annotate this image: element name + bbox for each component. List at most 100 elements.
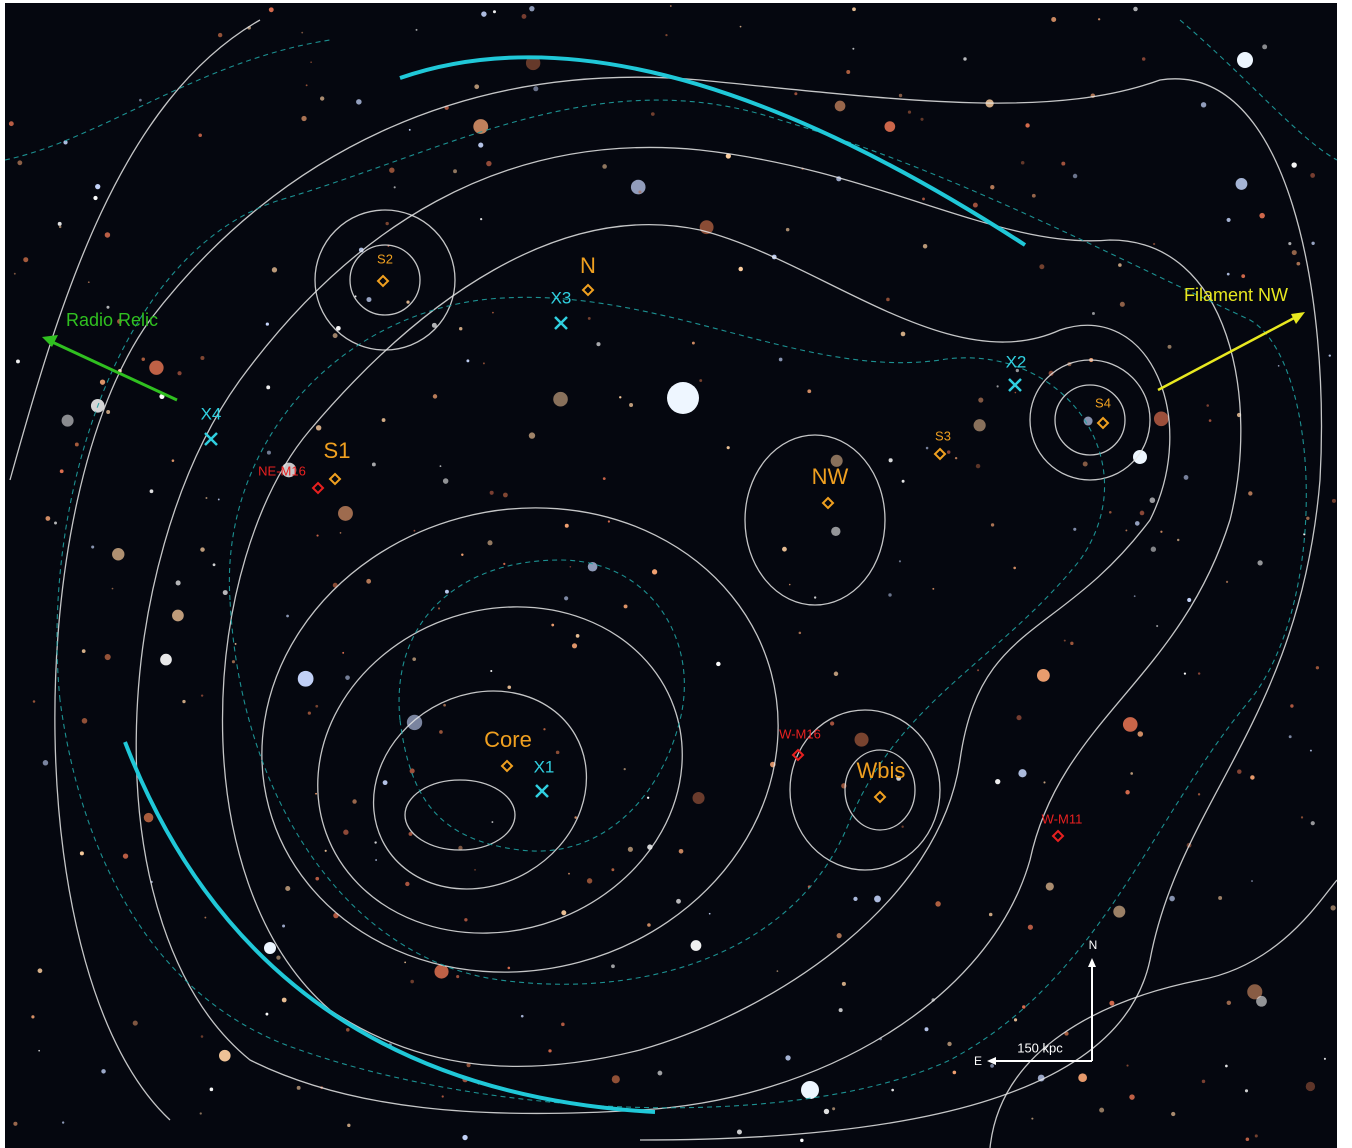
star: [93, 195, 98, 201]
star: [898, 93, 903, 98]
star: [200, 694, 204, 697]
star: [301, 115, 307, 122]
star: [1082, 461, 1088, 467]
star: [315, 704, 319, 708]
star: [829, 721, 835, 726]
star: [1015, 368, 1019, 373]
star: [623, 604, 628, 609]
star: [276, 955, 281, 960]
xray-label: X2: [1006, 352, 1027, 371]
star: [1014, 391, 1017, 394]
star: [1310, 821, 1315, 826]
star: [1013, 566, 1016, 570]
star: [198, 133, 202, 138]
star: [200, 1035, 204, 1038]
diamond: [328, 472, 342, 486]
star: [444, 589, 449, 594]
star: [564, 596, 569, 601]
xray-contour: [56, 99, 1307, 1109]
star: [898, 560, 902, 563]
star: [413, 529, 416, 532]
star: [1051, 17, 1057, 23]
bright-star: [801, 1081, 819, 1099]
star: [439, 730, 443, 734]
star: [946, 450, 951, 454]
star: [1036, 668, 1050, 682]
star: [1311, 241, 1315, 245]
star: [678, 848, 684, 854]
star: [489, 490, 494, 495]
star: [972, 202, 978, 208]
star: [406, 714, 423, 731]
star: [996, 385, 999, 388]
star: [45, 516, 51, 521]
star: [990, 1064, 994, 1068]
star: [1141, 57, 1146, 61]
star: [1156, 624, 1159, 628]
star: [596, 342, 601, 347]
star: [1039, 264, 1045, 270]
star: [332, 333, 338, 339]
star: [1331, 498, 1336, 503]
xray-label: X3: [551, 288, 572, 307]
contour: [349, 244, 421, 316]
star: [1237, 769, 1242, 774]
star: [212, 563, 216, 567]
star: [1183, 475, 1189, 480]
star: [1306, 516, 1310, 520]
star: [1083, 416, 1093, 426]
arrow-head: [1088, 958, 1096, 967]
compass: N E 150 kpc: [974, 938, 1097, 1068]
arrow-head: [987, 1057, 996, 1065]
star: [266, 450, 271, 455]
star: [1064, 1031, 1069, 1036]
star: [782, 546, 787, 552]
star: [978, 397, 984, 403]
contour: [221, 224, 1171, 1068]
star: [268, 7, 274, 13]
star: [1323, 1057, 1326, 1060]
compass-north: N: [1089, 938, 1098, 952]
star: [1016, 715, 1022, 721]
star: [807, 389, 812, 394]
star: [838, 1008, 843, 1013]
relic-arc: [399, 55, 1027, 247]
star: [412, 657, 417, 661]
bright-star: [667, 382, 699, 414]
star: [800, 1138, 804, 1143]
star: [587, 316, 591, 320]
star: [486, 160, 492, 167]
star: [568, 872, 570, 875]
star: [1013, 1018, 1018, 1022]
star: [17, 160, 23, 166]
star: [896, 775, 902, 781]
star: [473, 119, 489, 134]
star: [947, 1041, 952, 1047]
star: [676, 898, 681, 904]
star: [1300, 816, 1304, 819]
star: [200, 547, 205, 552]
star: [79, 851, 84, 856]
star: [691, 341, 695, 345]
star: [1092, 312, 1095, 315]
star: [285, 885, 291, 892]
star: [1061, 161, 1066, 166]
star: [381, 418, 386, 422]
xray-label: X1: [534, 757, 555, 776]
star: [646, 796, 650, 799]
star: [1244, 1089, 1249, 1093]
contour: [744, 434, 886, 606]
contour: [261, 507, 779, 973]
star: [466, 359, 470, 363]
star: [1022, 1005, 1026, 1009]
star: [371, 462, 376, 467]
xray-cross: [535, 784, 549, 798]
diamond: [1096, 416, 1110, 430]
star: [324, 849, 327, 852]
star: [623, 767, 626, 771]
star: [439, 465, 442, 468]
star: [366, 578, 372, 584]
galaxy-label: NE-M16: [258, 463, 306, 478]
star: [149, 360, 164, 375]
star: [1245, 1137, 1250, 1141]
